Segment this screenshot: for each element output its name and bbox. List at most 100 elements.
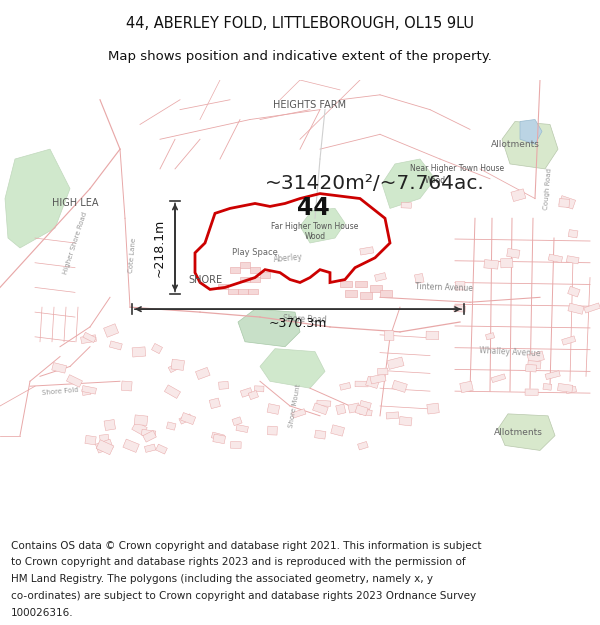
Bar xyxy=(427,403,439,414)
Bar xyxy=(377,368,388,375)
Bar xyxy=(360,292,372,299)
Bar xyxy=(313,403,328,414)
Bar xyxy=(392,381,407,392)
Bar xyxy=(143,431,157,442)
Bar xyxy=(121,381,132,391)
Bar xyxy=(314,430,326,439)
Bar xyxy=(525,389,538,395)
Bar xyxy=(85,436,96,445)
Bar xyxy=(506,248,520,258)
Text: 100026316.: 100026316. xyxy=(11,608,73,618)
Bar xyxy=(559,199,569,208)
Bar xyxy=(460,381,473,392)
Text: Higher Shore Road: Higher Shore Road xyxy=(62,211,88,275)
Bar xyxy=(566,386,577,394)
Text: ~31420m²/~7.764ac.: ~31420m²/~7.764ac. xyxy=(265,174,485,193)
Bar xyxy=(250,267,260,272)
Bar xyxy=(104,324,119,338)
Bar xyxy=(232,417,242,426)
Bar xyxy=(248,391,259,399)
Polygon shape xyxy=(5,149,70,248)
Bar xyxy=(399,416,412,426)
Bar xyxy=(359,401,371,410)
Bar xyxy=(358,441,368,450)
Bar xyxy=(568,286,580,297)
Bar xyxy=(109,341,122,350)
Bar xyxy=(584,303,600,313)
Bar xyxy=(526,364,536,372)
Bar xyxy=(360,247,374,255)
Bar xyxy=(80,335,97,344)
Bar xyxy=(374,272,386,281)
Bar xyxy=(254,386,264,392)
Text: Shore Mount: Shore Mount xyxy=(288,384,302,428)
Bar xyxy=(336,404,346,414)
Text: Map shows position and indicative extent of the property.: Map shows position and indicative extent… xyxy=(108,49,492,62)
Text: HIGH LEA: HIGH LEA xyxy=(52,199,98,209)
Bar xyxy=(181,412,196,424)
Bar xyxy=(142,429,156,437)
Bar xyxy=(267,404,280,414)
Bar xyxy=(386,412,399,419)
Bar xyxy=(485,332,494,340)
Bar xyxy=(340,281,352,288)
Polygon shape xyxy=(382,159,435,208)
Bar xyxy=(355,281,367,288)
Bar xyxy=(240,277,250,282)
Bar xyxy=(155,444,167,454)
Bar xyxy=(196,368,210,379)
Text: Shore Road: Shore Road xyxy=(283,314,327,324)
Bar xyxy=(211,432,224,441)
Bar xyxy=(455,282,465,290)
Bar xyxy=(401,202,412,208)
Bar xyxy=(145,444,156,452)
Text: Wood: Wood xyxy=(425,176,446,185)
Bar xyxy=(123,439,139,452)
Bar xyxy=(218,284,228,289)
Bar xyxy=(213,434,226,444)
Bar xyxy=(562,336,576,345)
Text: Play Space: Play Space xyxy=(232,248,278,258)
Bar xyxy=(545,371,560,379)
Bar xyxy=(230,267,240,272)
Text: to Crown copyright and database rights 2023 and is reproduced with the permissio: to Crown copyright and database rights 2… xyxy=(11,558,466,568)
Text: Cough Road: Cough Road xyxy=(543,168,553,210)
Bar xyxy=(166,422,176,430)
Text: Cote Lane: Cote Lane xyxy=(128,238,137,274)
Bar xyxy=(370,286,382,292)
Bar xyxy=(238,289,248,294)
Bar xyxy=(132,347,146,357)
Text: Whalley Avenue: Whalley Avenue xyxy=(479,346,541,358)
Bar xyxy=(484,259,499,269)
Bar xyxy=(168,362,181,372)
Bar xyxy=(454,306,466,312)
Bar xyxy=(241,388,253,398)
Text: ~370.3m: ~370.3m xyxy=(269,317,327,330)
Bar xyxy=(96,440,114,455)
Polygon shape xyxy=(260,349,325,388)
Text: Tintern Avenue: Tintern Avenue xyxy=(415,282,473,293)
Bar xyxy=(557,383,573,392)
Bar xyxy=(179,414,192,424)
Bar xyxy=(268,426,277,435)
Bar xyxy=(415,274,424,284)
Polygon shape xyxy=(502,121,558,169)
Text: HM Land Registry. The polygons (including the associated geometry, namely x, y: HM Land Registry. The polygons (includin… xyxy=(11,574,433,584)
Text: HEIGHTS FARM: HEIGHTS FARM xyxy=(274,100,347,110)
Bar xyxy=(164,385,181,399)
Text: 44: 44 xyxy=(296,196,329,221)
Bar xyxy=(317,400,331,406)
Bar xyxy=(348,403,360,413)
Polygon shape xyxy=(300,208,345,243)
Bar xyxy=(67,374,82,388)
Bar xyxy=(134,415,148,426)
Bar xyxy=(548,254,563,262)
Polygon shape xyxy=(520,119,542,144)
Bar xyxy=(527,351,544,364)
Bar xyxy=(104,419,116,431)
Bar xyxy=(292,409,306,418)
Bar xyxy=(359,409,372,416)
Text: co-ordinates) are subject to Crown copyright and database rights 2023 Ordnance S: co-ordinates) are subject to Crown copyr… xyxy=(11,591,476,601)
Bar xyxy=(230,441,241,448)
Bar xyxy=(152,343,163,354)
